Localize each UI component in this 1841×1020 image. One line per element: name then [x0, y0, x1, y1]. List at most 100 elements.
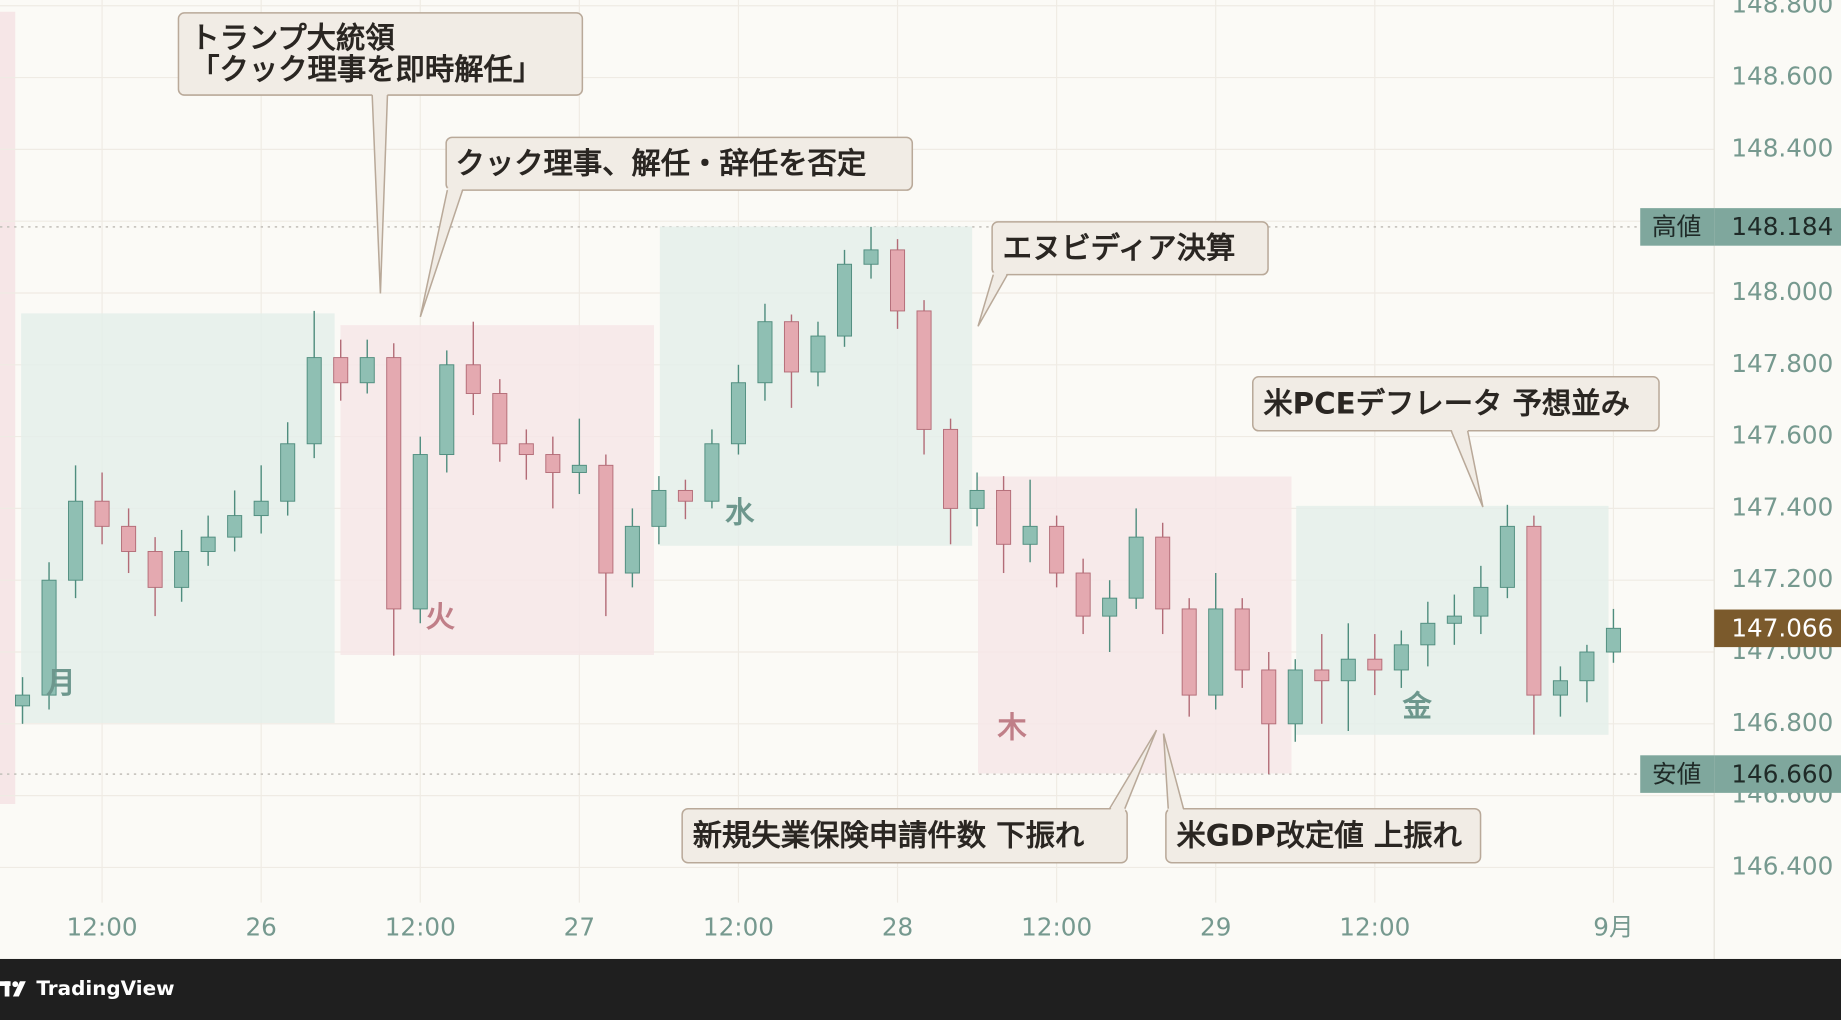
y-tick-label: 146.400 [1731, 851, 1833, 880]
callout-pointer [1450, 430, 1484, 508]
candle-body [783, 321, 799, 373]
candle-body [1234, 608, 1250, 671]
candle-body [68, 500, 84, 581]
candle-body [465, 364, 481, 394]
callout-text: 米PCEデフレータ 予想並み [1263, 386, 1630, 420]
x-tick-label: 12:00 [1339, 912, 1410, 941]
x-tick-label: 29 [1200, 912, 1231, 941]
candle-body [492, 393, 508, 445]
y-tick-label: 148.600 [1731, 62, 1833, 91]
candle-body [677, 489, 693, 502]
x-tick-label: 28 [882, 912, 913, 941]
candle-body [1181, 608, 1197, 696]
candle-body [969, 489, 985, 509]
candle-body [1420, 622, 1436, 646]
candle-body [94, 500, 110, 527]
candle-body [518, 443, 534, 456]
callout-box [1165, 807, 1482, 864]
candle-body [227, 515, 243, 538]
candle-body [598, 464, 614, 574]
candle-body [943, 428, 959, 509]
last-price-label: 147.066 [1731, 613, 1833, 642]
candle-body [1526, 525, 1542, 696]
candle-body [386, 357, 402, 610]
candle-body [1605, 627, 1621, 653]
callout-pointer [1162, 733, 1185, 809]
x-tick-label: 12:00 [1021, 912, 1092, 941]
callout-text: 新規失業保険申請件数 下振れ [693, 818, 1085, 852]
callout-text: エヌビディア決算 [1003, 231, 1236, 265]
candle-body [200, 536, 216, 552]
x-tick-label: 26 [245, 912, 276, 941]
candle-body [545, 454, 561, 473]
candle-body [1552, 680, 1568, 696]
candle-body [1446, 615, 1462, 624]
candle-body [253, 500, 269, 517]
candle-body [996, 489, 1012, 545]
candle-body [280, 443, 296, 502]
candle-body [704, 443, 720, 502]
callout-box [445, 136, 914, 191]
y-tick-label: 147.800 [1731, 349, 1833, 378]
candle-body [1155, 536, 1171, 610]
y-tick-label: 146.800 [1731, 708, 1833, 737]
callout-pointer-fill [372, 92, 388, 294]
day-label: 月 [46, 666, 75, 700]
callout-text: 「クック理事を即時解任」 [190, 53, 542, 87]
candle-body [359, 357, 375, 384]
candle-body [439, 364, 455, 456]
candle-body [121, 525, 137, 552]
y-tick-label: 147.200 [1731, 564, 1833, 593]
callout-pointer [371, 95, 389, 294]
candle-body [1393, 644, 1409, 671]
x-tick-label: 12:00 [67, 912, 138, 941]
candle-body [41, 579, 57, 696]
candle-body [1049, 525, 1065, 574]
candle-body [1128, 536, 1144, 599]
candle-body [147, 551, 163, 588]
candle-body [306, 357, 322, 445]
brand-name: TradingView [36, 976, 174, 1000]
candle-body [1075, 572, 1091, 617]
candle-body [757, 321, 773, 384]
y-tick-label: 147.400 [1731, 492, 1833, 521]
candle-body [1367, 658, 1383, 671]
candle-body [412, 454, 428, 610]
callout-pointer [977, 274, 1009, 327]
candle-body [1261, 669, 1277, 725]
callout-box [991, 221, 1269, 276]
candle-body [651, 489, 667, 527]
day-label: 火 [426, 600, 456, 634]
callout-text: クック理事、解任・辞任を否定 [456, 146, 867, 180]
day-label: 木 [996, 710, 1027, 744]
day-label: 金 [1401, 689, 1432, 723]
y-tick-label: 148.800 [1731, 0, 1833, 19]
price-tag-name: 安値 [1652, 759, 1701, 788]
candle-body [15, 694, 31, 707]
candle-body [1102, 597, 1118, 617]
last-price-bg [1714, 609, 1841, 648]
candle-body [1022, 525, 1038, 545]
candle-body [1499, 525, 1515, 588]
candle-body [1579, 651, 1595, 682]
callout-text: 米GDP改定値 上振れ [1176, 818, 1462, 852]
candle-body [1208, 608, 1224, 696]
candle-body [624, 525, 640, 574]
candle-body [333, 357, 349, 384]
price-tag-value-bg [1714, 755, 1841, 793]
candle-body [916, 310, 932, 430]
brand-logo [0, 981, 26, 997]
candle-body [571, 464, 587, 473]
price-tag-name: 高値 [1652, 212, 1701, 241]
callout-pointer [419, 189, 464, 318]
candle-body [1473, 586, 1489, 617]
candle-body [174, 551, 190, 588]
prev-session-box [0, 11, 16, 805]
callout-text: トランプ大統領 [190, 21, 395, 55]
candle-body [863, 249, 879, 265]
day-label: 水 [725, 496, 755, 530]
x-tick-label: 27 [564, 912, 595, 941]
x-tick-label: 12:00 [703, 912, 774, 941]
